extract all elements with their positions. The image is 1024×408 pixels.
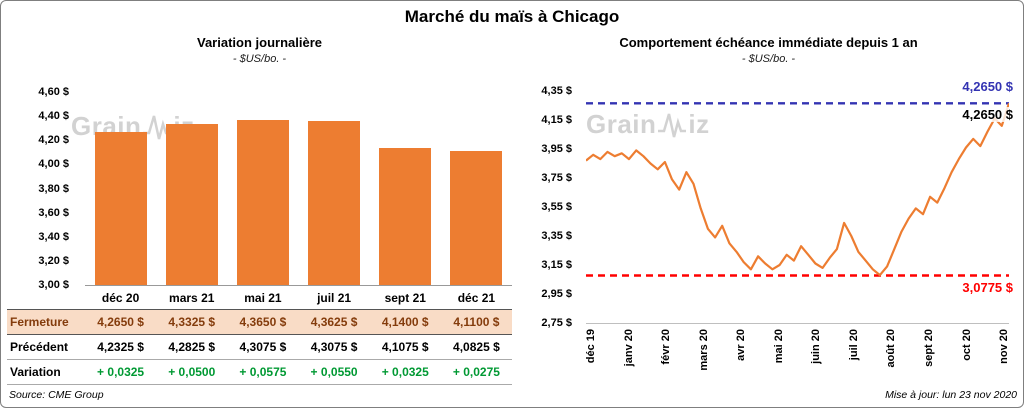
x-tick-label: mars 20: [697, 329, 710, 371]
y-tick-label: 3,80 $: [38, 182, 69, 195]
table-cell: 4,2325 $: [97, 340, 144, 354]
table-cell: 4,2650 $: [97, 315, 144, 329]
x-tick-label: févr 20: [660, 329, 673, 365]
high-reference-label: 4,2650 $: [960, 79, 1015, 94]
bar-déc-21: [450, 151, 503, 285]
table-cell: 4,3650 $: [239, 315, 287, 329]
line-chart-title: Comportement échéance immédiate depuis 1…: [619, 35, 918, 50]
x-tick-label: juil 20: [847, 329, 860, 361]
y-tick-label: 2,95 $: [541, 288, 572, 300]
y-tick-label: 3,75 $: [541, 172, 572, 184]
bar-chart-title: Variation journalière: [197, 35, 322, 50]
column-header: sept 21: [384, 291, 426, 305]
y-tick-label: 3,55 $: [541, 201, 572, 213]
y-tick-label: 3,40 $: [38, 230, 69, 243]
table-cell: + 0,0500: [168, 365, 216, 379]
column-header: juil 21: [317, 291, 352, 305]
table-cell: 4,1075 $: [381, 340, 429, 354]
table-row-precedent: Précédent 4,2325 $ 4,2825 $ 4,3075 $ 4,3…: [7, 335, 512, 360]
x-tick-label: déc 19: [585, 329, 597, 364]
table-cell: + 0,0550: [310, 365, 358, 379]
price-line-chart: [586, 102, 1009, 277]
y-tick-label: 4,20 $: [38, 134, 69, 147]
pulse-icon: [658, 113, 687, 137]
row-label: Variation: [10, 365, 61, 379]
table-cell: 4,0825 $: [453, 340, 500, 354]
y-tick-label: 3,20 $: [38, 254, 69, 267]
y-tick-label: 3,00 $: [38, 279, 69, 291]
price-table: déc 20 mars 21 mai 21 juil 21 sept 21 dé…: [7, 287, 512, 385]
table-header-row: déc 20 mars 21 mai 21 juil 21 sept 21 dé…: [7, 287, 512, 309]
y-tick-label: 4,40 $: [38, 110, 69, 123]
table-cell: 4,1100 $: [453, 315, 500, 329]
row-label: Précédent: [10, 340, 69, 354]
update-note: Mise à jour: lun 23 nov 2020: [885, 389, 1017, 401]
x-tick-label: sept 20: [922, 329, 935, 367]
table-cell: 4,3325 $: [168, 315, 216, 329]
source-note: Source: CME Group: [9, 389, 104, 401]
price-line: [586, 102, 1009, 277]
table-cell: + 0,0275: [452, 365, 500, 379]
table-row-variation: Variation + 0,0325 + 0,0500 + 0,0575 + 0…: [7, 360, 512, 385]
y-tick-label: 4,35 $: [541, 85, 572, 97]
column-header: mars 21: [169, 291, 215, 305]
daily-variation-panel: Variation journalière - $US/bo. - Grain …: [7, 33, 512, 405]
table-cell: + 0,0325: [381, 365, 429, 379]
row-label: Fermeture: [10, 315, 69, 329]
bar-déc-20: [94, 132, 147, 285]
table-cell: 4,3075 $: [239, 340, 287, 354]
y-tick-label: 4,00 $: [38, 158, 69, 171]
bar-chart-subtitle: - $US/bo. -: [232, 53, 287, 65]
bar-plot: [85, 92, 512, 286]
x-tick-label: avr 20: [735, 329, 748, 361]
grainwiz-watermark: Grain iz: [586, 109, 710, 140]
bar-chart-y-axis: 4,60 $ 4,40 $ 4,20 $ 4,00 $ 3,80 $ 3,60 $ 3,40…: [7, 86, 77, 291]
x-tick-label: janv 20: [622, 329, 635, 367]
y-tick-label: 4,60 $: [38, 86, 69, 98]
bar-sept-21: [379, 147, 432, 285]
page-title: Marché du maïs à Chicago: [404, 7, 620, 26]
column-header: mai 21: [244, 291, 282, 305]
y-tick-label: 4,15 $: [541, 114, 572, 126]
x-tick-label: oct 20: [960, 329, 973, 361]
x-tick-label: juin 20: [810, 329, 823, 364]
y-tick-label: 2,75 $: [541, 317, 572, 329]
bar-juil-21: [308, 120, 361, 285]
column-header: déc 21: [457, 291, 496, 305]
table-row-fermeture: Fermeture 4,2650 $ 4,3325 $ 4,3650 $ 4,3…: [7, 309, 512, 335]
front-month-panel: Comportement échéance immédiate depuis 1…: [516, 33, 1021, 405]
table-cell: 4,1400 $: [381, 315, 429, 329]
watermark-suffix: iz: [688, 109, 710, 139]
line-chart-subtitle: - $US/bo. -: [741, 53, 796, 65]
x-tick-label: mai 20: [772, 329, 785, 364]
y-tick-label: 3,60 $: [38, 206, 69, 219]
table-cell: 4,3625 $: [310, 315, 358, 329]
bar-mai-21: [236, 120, 289, 285]
table-cell: + 0,0325: [97, 365, 145, 379]
y-tick-label: 3,95 $: [541, 143, 572, 155]
bar-mars-21: [165, 124, 218, 285]
line-plot: [586, 91, 1009, 324]
low-reference-label: 3,0775 $: [960, 280, 1015, 295]
x-tick-label: nov 20: [998, 329, 1010, 364]
table-cell: 4,3075 $: [310, 340, 358, 354]
table-cell: + 0,0575: [239, 365, 287, 379]
line-chart-y-axis: 4,35 $ 4,15 $ 3,95 $ 3,75 $ 3,55 $ 3,35 $ 3,15…: [516, 85, 580, 329]
y-tick-label: 3,15 $: [541, 259, 572, 271]
table-cell: 4,2825 $: [168, 340, 216, 354]
x-tick-label: août 20: [885, 329, 898, 368]
watermark-prefix: Grain: [586, 109, 657, 139]
last-price-label: 4,2650 $: [960, 107, 1015, 122]
y-tick-label: 3,35 $: [541, 230, 572, 242]
column-header: déc 20: [101, 291, 140, 305]
